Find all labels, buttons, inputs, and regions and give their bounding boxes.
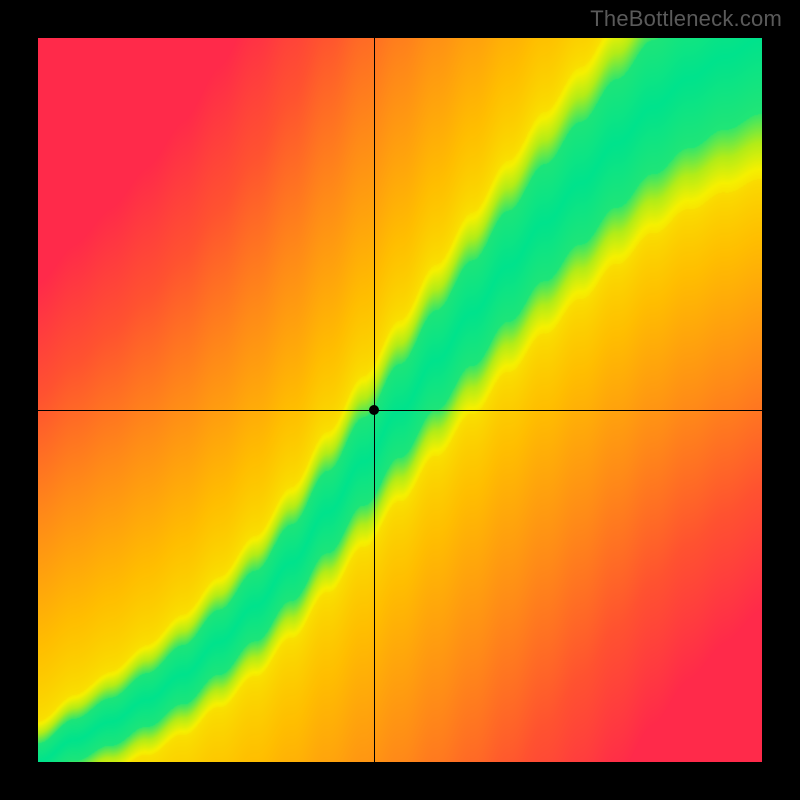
plot-container <box>38 38 762 762</box>
heatmap-canvas <box>38 38 762 762</box>
crosshair-horizontal <box>38 410 762 411</box>
benchmark-point <box>369 405 379 415</box>
watermark: TheBottleneck.com <box>590 6 782 32</box>
crosshair-vertical <box>374 38 375 762</box>
